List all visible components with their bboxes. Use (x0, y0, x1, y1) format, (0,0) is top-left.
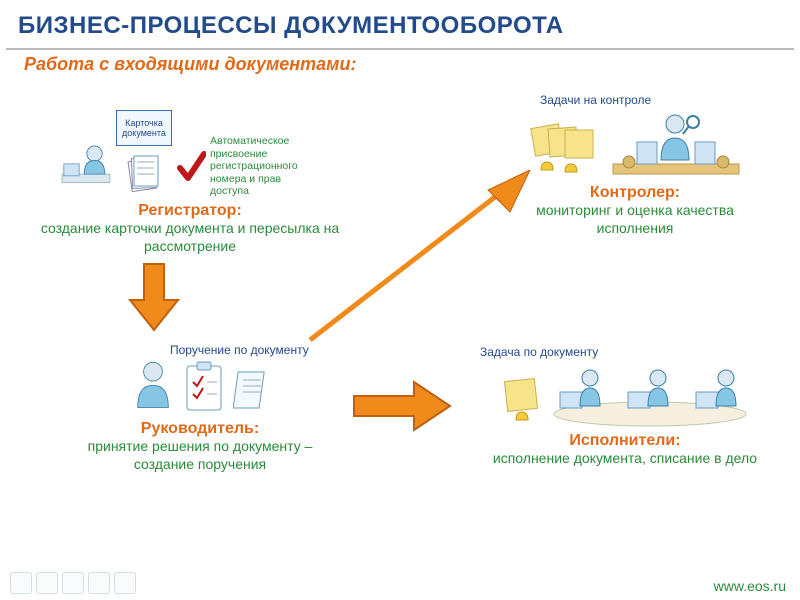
node-manager: Поручение по документу Руководитель: при… (60, 340, 340, 473)
footer-btn-3[interactable] (62, 572, 84, 594)
diagram-stage: Карточка документа Автоматическое присво… (0, 100, 800, 580)
controller-person-icon (611, 112, 741, 180)
footer-btn-5[interactable] (114, 572, 136, 594)
manager-top-label: Поручение по документу (170, 344, 309, 358)
footer-controls (10, 572, 136, 594)
node-controller: Задачи на контроле (500, 100, 770, 237)
controller-desc: мониторинг и оценка качества исполнения (500, 202, 770, 237)
arrow-down-icon (126, 260, 182, 334)
manager-graphic (60, 358, 340, 416)
controller-role: Контролер: (500, 184, 770, 202)
checkmark-icon (176, 150, 206, 184)
manager-desc: принятие решения по документу – создание… (60, 438, 340, 473)
controller-graphic (500, 112, 770, 180)
person-at-desk-icon (60, 140, 112, 198)
arrow-diagonal-icon (300, 170, 540, 350)
subtitle: Работа с входящими документами: (6, 48, 794, 85)
footer-btn-1[interactable] (10, 572, 32, 594)
task-sticky-icon (500, 372, 546, 428)
footer-btn-2[interactable] (36, 572, 58, 594)
controller-top-label: Задачи на контроле (540, 94, 651, 108)
footer-btn-4[interactable] (88, 572, 110, 594)
page-title: БИЗНЕС-ПРОЦЕССЫ ДОКУМЕНТООБОРОТА (0, 0, 800, 48)
manager-role: Руководитель: (60, 420, 340, 438)
open-doc-icon (233, 366, 273, 416)
arrow-right-icon (350, 378, 454, 434)
node-executors: Задача по документу (470, 340, 780, 468)
manager-person-icon (127, 358, 179, 416)
tasks-stickies-icon (529, 120, 607, 180)
document-card-icon: Карточка документа (116, 110, 172, 146)
clipboard-icon (183, 360, 229, 416)
footer-url: www.eos.ru (714, 578, 786, 594)
executors-role: Исполнители: (470, 432, 780, 450)
executors-graphic (470, 358, 780, 428)
executors-desc: исполнение документа, списание в дело (470, 450, 780, 468)
doc-stack-icon (124, 148, 164, 198)
executors-desks-icon (550, 358, 750, 428)
